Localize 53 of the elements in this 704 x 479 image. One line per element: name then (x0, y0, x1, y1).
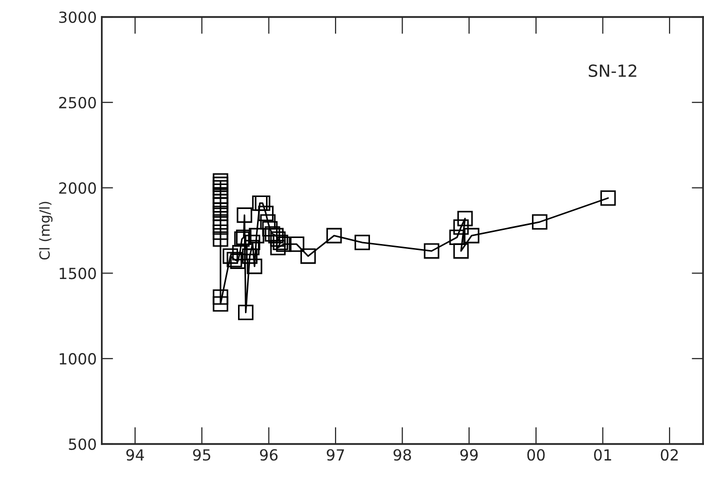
x-tick-label: 95 (193, 449, 210, 461)
point (453, 243, 469, 259)
point (212, 173, 228, 189)
y-tick-label: 2000 (59, 182, 96, 194)
x-tick-label: 02 (660, 449, 678, 461)
point (212, 214, 228, 230)
x-tick-label: 94 (126, 449, 144, 461)
point (212, 231, 228, 247)
point (464, 228, 480, 244)
x-tick-label: 00 (527, 449, 545, 461)
point (600, 190, 616, 206)
point (230, 254, 246, 269)
point (212, 224, 228, 240)
point (262, 221, 278, 236)
point (212, 296, 228, 312)
y-tick-label: 1500 (60, 268, 96, 280)
point (212, 289, 228, 305)
point (248, 228, 264, 244)
point (238, 304, 254, 320)
point (246, 258, 262, 274)
point (288, 236, 304, 252)
x-tick-label: 01 (594, 449, 612, 461)
point (424, 243, 440, 259)
point (457, 210, 473, 226)
point (270, 240, 286, 256)
point (222, 248, 238, 264)
point (453, 219, 469, 235)
point (260, 214, 276, 230)
point (300, 248, 316, 264)
y-tick-label: 500 (68, 438, 96, 450)
point (272, 234, 288, 250)
point (276, 236, 292, 252)
y-axis-title: Cl (mg/l) (39, 202, 52, 260)
y-tick-label: 1000 (60, 353, 96, 365)
x-tick-label: 96 (260, 449, 278, 461)
point (449, 230, 465, 246)
point (264, 226, 280, 242)
point (242, 248, 258, 264)
y-tick-label: 3000 (59, 11, 96, 24)
annotation: SN-12 (588, 64, 636, 78)
x-tick-label: 98 (394, 449, 411, 461)
point (212, 176, 228, 192)
point (532, 214, 548, 230)
y-tick-label: 2500 (59, 96, 96, 108)
x-tick-label: 97 (326, 449, 344, 461)
x-tick-label: 99 (460, 449, 478, 461)
point (268, 228, 284, 244)
point (354, 234, 370, 250)
point (326, 228, 342, 244)
point (258, 206, 274, 222)
point (226, 252, 242, 268)
point (270, 231, 286, 247)
point (236, 207, 252, 223)
